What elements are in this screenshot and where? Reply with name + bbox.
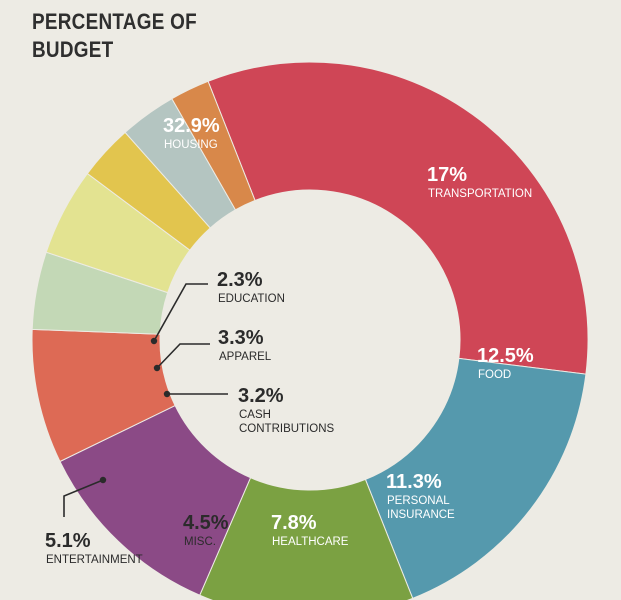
leader-line-entertainment [63, 479, 104, 517]
data-label-misc-name: MISC. [184, 536, 216, 548]
data-label-cash-contributions-name: CONTRIBUTIONS [239, 423, 335, 435]
data-label-apparel-name: APPAREL [219, 351, 272, 363]
data-label-education-name: EDUCATION [218, 293, 285, 305]
data-label-entertainment-percent: 5.1% [45, 530, 91, 552]
data-label-misc-percent: 4.5% [183, 512, 229, 534]
data-label-personal-insurance-percent: 11.3% [386, 471, 442, 493]
leader-dot-cash-contributions [163, 390, 171, 398]
leader-dot-education [150, 337, 158, 345]
data-label-healthcare-name: HEALTHCARE [272, 536, 349, 548]
data-label-personal-insurance-name: PERSONAL [387, 495, 450, 507]
slice-transportation [364, 357, 587, 599]
chart-title: PERCENTAGE OF BUDGET [32, 8, 197, 64]
data-label-entertainment-name: ENTERTAINMENT [46, 554, 143, 566]
leader-line-education [153, 283, 208, 342]
data-label-cash-contributions-percent: 3.2% [238, 385, 284, 407]
leader-line-apparel [156, 343, 210, 369]
data-label-housing-percent: 32.9% [163, 115, 220, 137]
leader-dot-apparel [153, 364, 161, 372]
data-label-food-name: FOOD [478, 369, 511, 381]
data-label-housing-name: HOUSING [164, 139, 218, 151]
chart-title-line-1: PERCENTAGE OF [32, 9, 197, 34]
slice-housing [207, 61, 589, 375]
data-label-personal-insurance-name: INSURANCE [387, 509, 455, 521]
data-label-transportation-percent: 17% [427, 164, 467, 186]
data-label-healthcare-percent: 7.8% [271, 512, 317, 534]
leader-dot-entertainment [99, 476, 107, 484]
chart-title-line-2: BUDGET [32, 37, 114, 62]
data-label-cash-contributions-name: CASH [239, 409, 271, 421]
data-label-education-percent: 2.3% [217, 269, 263, 291]
slice-education [171, 80, 256, 211]
data-label-apparel-percent: 3.3% [218, 327, 264, 349]
data-label-transportation-name: TRANSPORTATION [428, 188, 532, 200]
data-label-food-percent: 12.5% [477, 345, 534, 367]
